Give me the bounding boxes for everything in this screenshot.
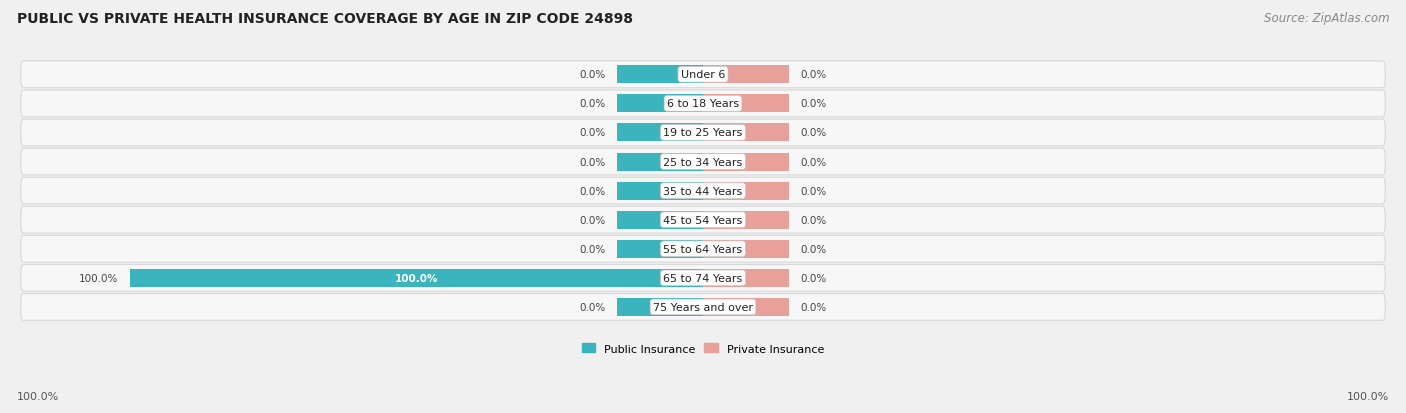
Text: 100.0%: 100.0% — [1347, 391, 1389, 401]
Legend: Public Insurance, Private Insurance: Public Insurance, Private Insurance — [578, 339, 828, 358]
Text: 0.0%: 0.0% — [579, 186, 606, 196]
Text: Source: ZipAtlas.com: Source: ZipAtlas.com — [1264, 12, 1389, 25]
Bar — [617, 153, 703, 171]
Text: 0.0%: 0.0% — [800, 186, 827, 196]
Text: 0.0%: 0.0% — [800, 302, 827, 312]
Text: 0.0%: 0.0% — [579, 215, 606, 225]
Text: 0.0%: 0.0% — [579, 70, 606, 80]
Text: 6 to 18 Years: 6 to 18 Years — [666, 99, 740, 109]
FancyBboxPatch shape — [21, 294, 1385, 320]
Bar — [703, 124, 789, 142]
Text: PUBLIC VS PRIVATE HEALTH INSURANCE COVERAGE BY AGE IN ZIP CODE 24898: PUBLIC VS PRIVATE HEALTH INSURANCE COVER… — [17, 12, 633, 26]
Bar — [617, 182, 703, 200]
FancyBboxPatch shape — [21, 120, 1385, 147]
FancyBboxPatch shape — [21, 207, 1385, 233]
Text: Under 6: Under 6 — [681, 70, 725, 80]
Text: 0.0%: 0.0% — [800, 70, 827, 80]
Text: 0.0%: 0.0% — [579, 244, 606, 254]
Bar — [617, 66, 703, 84]
Text: 35 to 44 Years: 35 to 44 Years — [664, 186, 742, 196]
Text: 75 Years and over: 75 Years and over — [652, 302, 754, 312]
Text: 0.0%: 0.0% — [579, 302, 606, 312]
Bar — [617, 240, 703, 258]
Bar — [617, 211, 703, 229]
Text: 0.0%: 0.0% — [800, 157, 827, 167]
Text: 100.0%: 100.0% — [17, 391, 59, 401]
Bar — [703, 182, 789, 200]
Bar — [703, 95, 789, 113]
FancyBboxPatch shape — [21, 91, 1385, 117]
Text: 0.0%: 0.0% — [800, 99, 827, 109]
FancyBboxPatch shape — [21, 265, 1385, 292]
Bar — [703, 269, 789, 287]
Text: 0.0%: 0.0% — [800, 244, 827, 254]
Bar — [617, 95, 703, 113]
Text: 0.0%: 0.0% — [579, 157, 606, 167]
Text: 45 to 54 Years: 45 to 54 Years — [664, 215, 742, 225]
Text: 100.0%: 100.0% — [79, 273, 118, 283]
Bar — [703, 153, 789, 171]
Bar — [703, 298, 789, 316]
Text: 0.0%: 0.0% — [800, 128, 827, 138]
FancyBboxPatch shape — [21, 178, 1385, 204]
Text: 55 to 64 Years: 55 to 64 Years — [664, 244, 742, 254]
Bar — [129, 269, 703, 287]
Text: 0.0%: 0.0% — [800, 215, 827, 225]
Bar — [703, 240, 789, 258]
Bar — [617, 124, 703, 142]
Text: 19 to 25 Years: 19 to 25 Years — [664, 128, 742, 138]
Text: 25 to 34 Years: 25 to 34 Years — [664, 157, 742, 167]
Text: 0.0%: 0.0% — [579, 128, 606, 138]
Text: 0.0%: 0.0% — [579, 99, 606, 109]
Text: 65 to 74 Years: 65 to 74 Years — [664, 273, 742, 283]
Text: 0.0%: 0.0% — [800, 273, 827, 283]
Bar — [703, 211, 789, 229]
Bar — [703, 66, 789, 84]
Text: 100.0%: 100.0% — [395, 273, 439, 283]
FancyBboxPatch shape — [21, 149, 1385, 176]
FancyBboxPatch shape — [21, 62, 1385, 88]
FancyBboxPatch shape — [21, 236, 1385, 263]
Bar — [617, 298, 703, 316]
